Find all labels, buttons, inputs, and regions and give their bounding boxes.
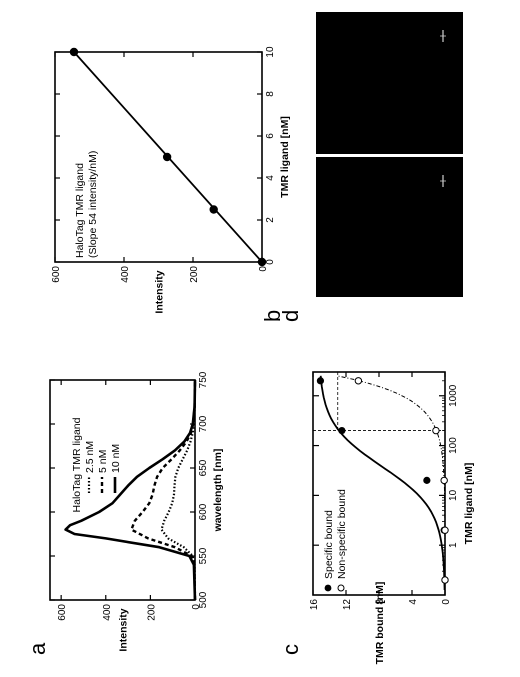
legend-marker-open xyxy=(338,585,344,591)
x-tick-label: 550 xyxy=(198,547,209,564)
data-point-specific xyxy=(317,377,324,384)
y-tick-label: 400 xyxy=(102,604,113,621)
data-point-specific xyxy=(423,477,430,484)
legend-entry: Specific bound xyxy=(323,510,335,579)
series-line-dotted xyxy=(162,380,196,600)
data-point-nonspecific xyxy=(355,378,361,384)
data-point-nonspecific xyxy=(442,527,448,533)
y-tick-label: 12 xyxy=(342,599,353,611)
data-point-nonspecific xyxy=(433,427,439,433)
x-tick-label: 10 xyxy=(448,489,459,501)
series-line-dashed xyxy=(131,380,195,600)
legend-entry: 2.5 nM xyxy=(84,441,96,473)
y-tick-label: 200 xyxy=(146,604,157,621)
y-tick-label: 600 xyxy=(57,604,68,621)
x-tick-label: 2 xyxy=(265,217,276,223)
x-tick-label: 650 xyxy=(198,459,209,476)
x-axis-label: TMR ligand [nM] xyxy=(463,463,475,545)
y-axis-label: TMR bound [nM] xyxy=(374,582,386,665)
legend-entry: 5 nM xyxy=(97,450,109,473)
x-axis-label: wavelength [nm] xyxy=(212,449,224,533)
chart-panel-b: 0 2 4 6 8 10 0 200 400 600 TMR ligand [nM] Intensit… xyxy=(51,46,291,314)
y-axis-label: Intensity xyxy=(118,608,130,651)
image-panel-d xyxy=(316,12,463,297)
y-tick-label: 600 xyxy=(51,266,62,283)
y-axis-label: Intensity xyxy=(154,270,166,313)
x-tick-label: 100 xyxy=(448,437,459,454)
micrograph-image xyxy=(316,157,463,297)
y-tick-label: 16 xyxy=(309,599,320,611)
data-point-nonspecific xyxy=(442,577,448,583)
chart-panel-c: 11010010000481216TMR ligand [nM]TMR boun… xyxy=(309,372,475,664)
y-tick-label: 0 xyxy=(258,266,269,272)
y-tick-label: 400 xyxy=(120,266,131,283)
x-tick-label: 6 xyxy=(265,133,276,139)
x-tick-label: 8 xyxy=(265,91,276,97)
x-tick-label: 1 xyxy=(448,542,459,548)
panel-letter-c: c xyxy=(278,644,303,655)
micrograph-image xyxy=(316,12,463,154)
x-tick-label: 10 xyxy=(265,46,276,58)
data-point xyxy=(258,258,266,266)
x-tick-label: 1000 xyxy=(448,384,459,407)
legend-entry: 10 nM xyxy=(110,444,122,473)
legend-title: HaloTag TMR ligand xyxy=(71,417,83,512)
panel-letter-d: d xyxy=(278,310,303,322)
x-axis-label: TMR ligand [nM] xyxy=(279,116,291,198)
data-point-nonspecific xyxy=(441,477,447,483)
annotation-text: (Slope 54 intensity/nM) xyxy=(87,151,99,258)
x-tick-label: 750 xyxy=(198,371,209,388)
y-tick-label: 0 xyxy=(191,604,202,610)
y-tick-label: 0 xyxy=(441,599,452,605)
data-point-specific xyxy=(338,427,345,434)
annotation-text: HaloTag TMR ligand xyxy=(74,163,86,258)
data-point xyxy=(163,153,171,161)
x-tick-label: 700 xyxy=(198,415,209,432)
x-tick-label: 0 xyxy=(265,259,276,265)
chart-panel-a: 5005506006507007500200400600wavelength [… xyxy=(50,371,224,651)
series-line-solid xyxy=(66,380,195,600)
legend-marker-filled xyxy=(325,585,332,592)
y-tick-label: 200 xyxy=(189,266,200,283)
data-point xyxy=(210,205,218,213)
y-tick-label: 4 xyxy=(408,599,419,605)
panel-letter-a: a xyxy=(25,642,50,655)
x-tick-label: 4 xyxy=(265,175,276,181)
legend-entry: Non-specific bound xyxy=(336,489,348,579)
data-point xyxy=(70,48,78,56)
x-tick-label: 600 xyxy=(198,503,209,520)
